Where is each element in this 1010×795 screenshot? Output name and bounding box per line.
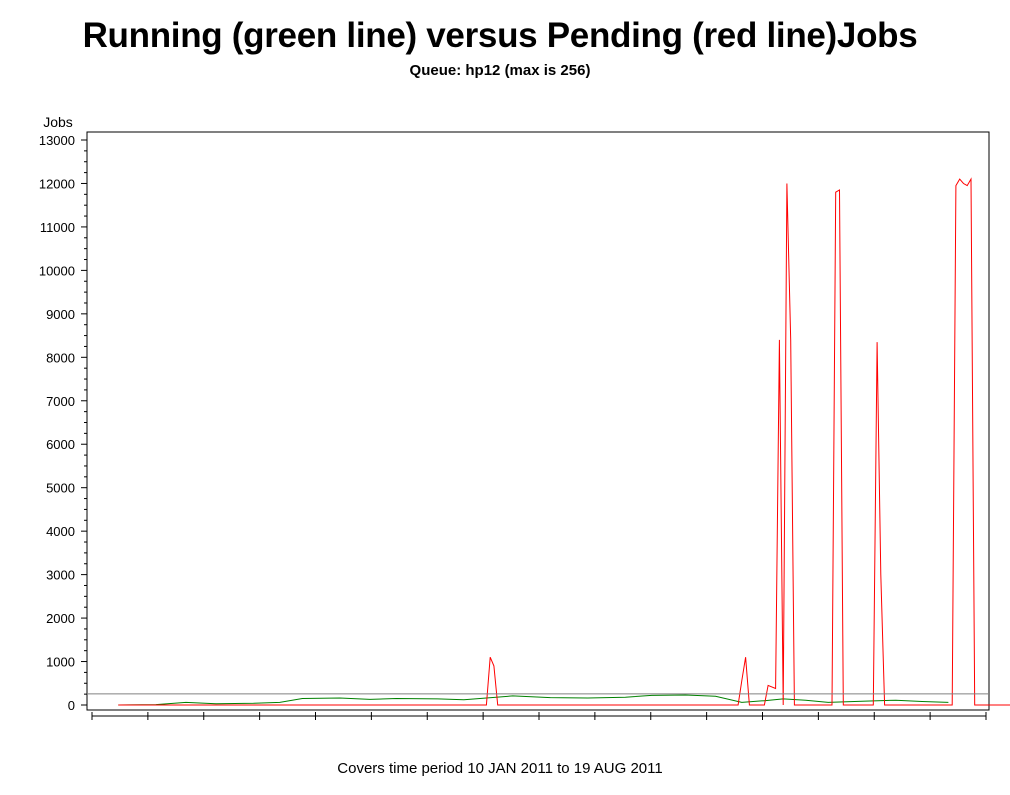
y-tick-label: 6000 [46,437,75,452]
chart-subtitle: Queue: hp12 (max is 256) [409,62,591,79]
y-tick-label: 12000 [39,176,75,191]
time-period-note: Covers time period 10 JAN 2011 to 19 AUG… [337,760,663,777]
series-group [118,177,1010,706]
y-tick-label: 13000 [39,133,75,148]
y-tick-label: 7000 [46,394,75,409]
y-tick-label: 2000 [46,611,75,626]
y-tick-label: 5000 [46,481,75,496]
y-axis: 0 1000 2000 3000 4000 5000 6000 7000 8000 9000 100… [39,133,87,713]
chart-title: Running (green line) versus Pending (red… [82,16,918,55]
y-tick-label: 8000 [46,350,75,365]
y-axis-label: Jobs [43,114,73,130]
y-tick-label: 3000 [46,568,75,583]
y-tick-label: 0 [68,698,75,713]
y-tick-label: 11000 [40,220,75,235]
series-line-1 [118,177,1010,706]
y-tick-label: 10000 [39,263,75,278]
y-tick-label: 4000 [46,524,75,539]
y-tick-label: 1000 [46,655,75,670]
x-axis [91,712,987,720]
series-line-0 [118,694,949,706]
y-tick-label: 9000 [46,307,75,322]
plot-frame [86,131,990,711]
